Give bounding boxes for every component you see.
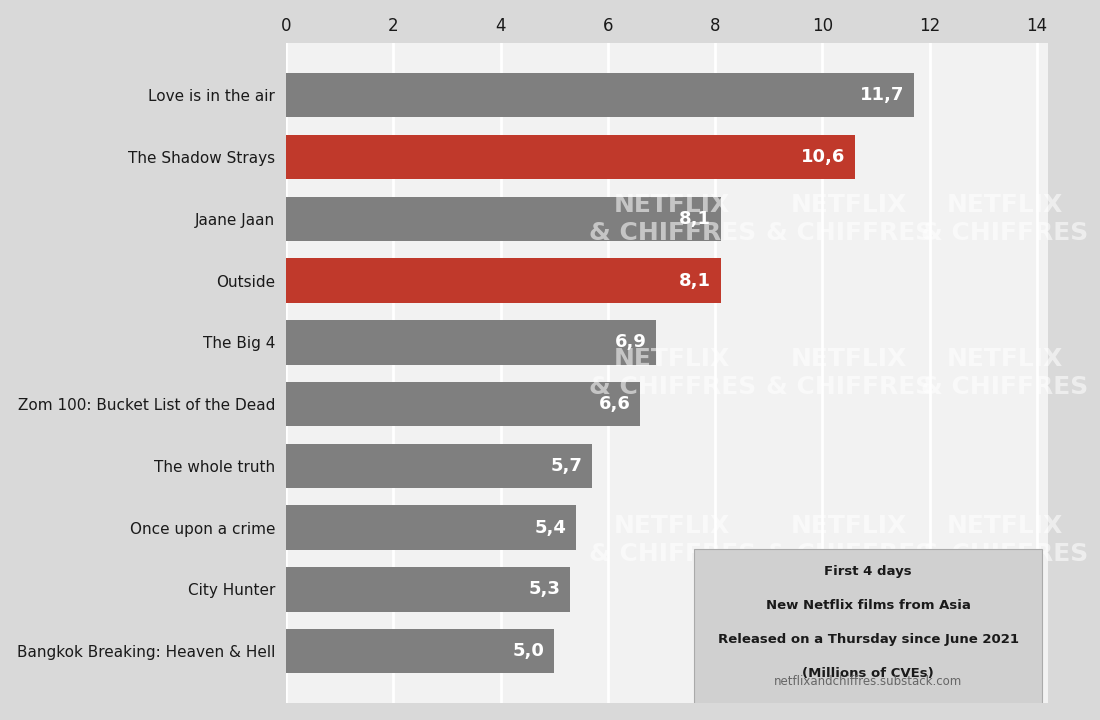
Text: 5,0: 5,0	[513, 642, 544, 660]
Text: First 4 days: First 4 days	[824, 564, 912, 577]
Bar	[286, 505, 575, 550]
Text: 10,6: 10,6	[801, 148, 845, 166]
Text: NETFLIX
& CHIFFRES: NETFLIX & CHIFFRES	[766, 514, 933, 566]
Text: 5,3: 5,3	[529, 580, 561, 598]
Bar	[286, 567, 571, 611]
Text: (Millions of CVEs): (Millions of CVEs)	[802, 667, 934, 680]
Text: 6,6: 6,6	[598, 395, 630, 413]
Text: netflixandchiffres.substack.com: netflixandchiffres.substack.com	[774, 675, 962, 688]
Text: 8,1: 8,1	[679, 210, 711, 228]
Text: NETFLIX
& CHIFFRES: NETFLIX & CHIFFRES	[921, 193, 1089, 245]
Text: Released on a Thursday since June 2021: Released on a Thursday since June 2021	[717, 633, 1019, 646]
Bar	[286, 197, 720, 241]
Bar	[286, 258, 720, 303]
Bar	[286, 73, 914, 117]
Text: 11,7: 11,7	[859, 86, 904, 104]
Text: 6,9: 6,9	[615, 333, 647, 351]
Text: NETFLIX
& CHIFFRES: NETFLIX & CHIFFRES	[921, 514, 1089, 566]
Bar	[286, 135, 855, 179]
Text: NETFLIX
& CHIFFRES: NETFLIX & CHIFFRES	[921, 347, 1089, 399]
Text: 5,4: 5,4	[535, 518, 566, 536]
Text: NETFLIX
& CHIFFRES: NETFLIX & CHIFFRES	[588, 193, 756, 245]
Text: New Netflix films from Asia: New Netflix films from Asia	[766, 598, 970, 611]
Bar	[286, 444, 592, 488]
Text: NETFLIX
& CHIFFRES: NETFLIX & CHIFFRES	[588, 347, 756, 399]
Bar	[286, 629, 554, 673]
Text: 8,1: 8,1	[679, 271, 711, 289]
Bar	[694, 549, 1043, 703]
Text: NETFLIX
& CHIFFRES: NETFLIX & CHIFFRES	[766, 193, 933, 245]
Bar	[286, 320, 657, 364]
Text: 5,7: 5,7	[550, 456, 582, 474]
Text: NETFLIX
& CHIFFRES: NETFLIX & CHIFFRES	[766, 347, 933, 399]
Bar	[286, 382, 640, 426]
Text: NETFLIX
& CHIFFRES: NETFLIX & CHIFFRES	[588, 514, 756, 566]
